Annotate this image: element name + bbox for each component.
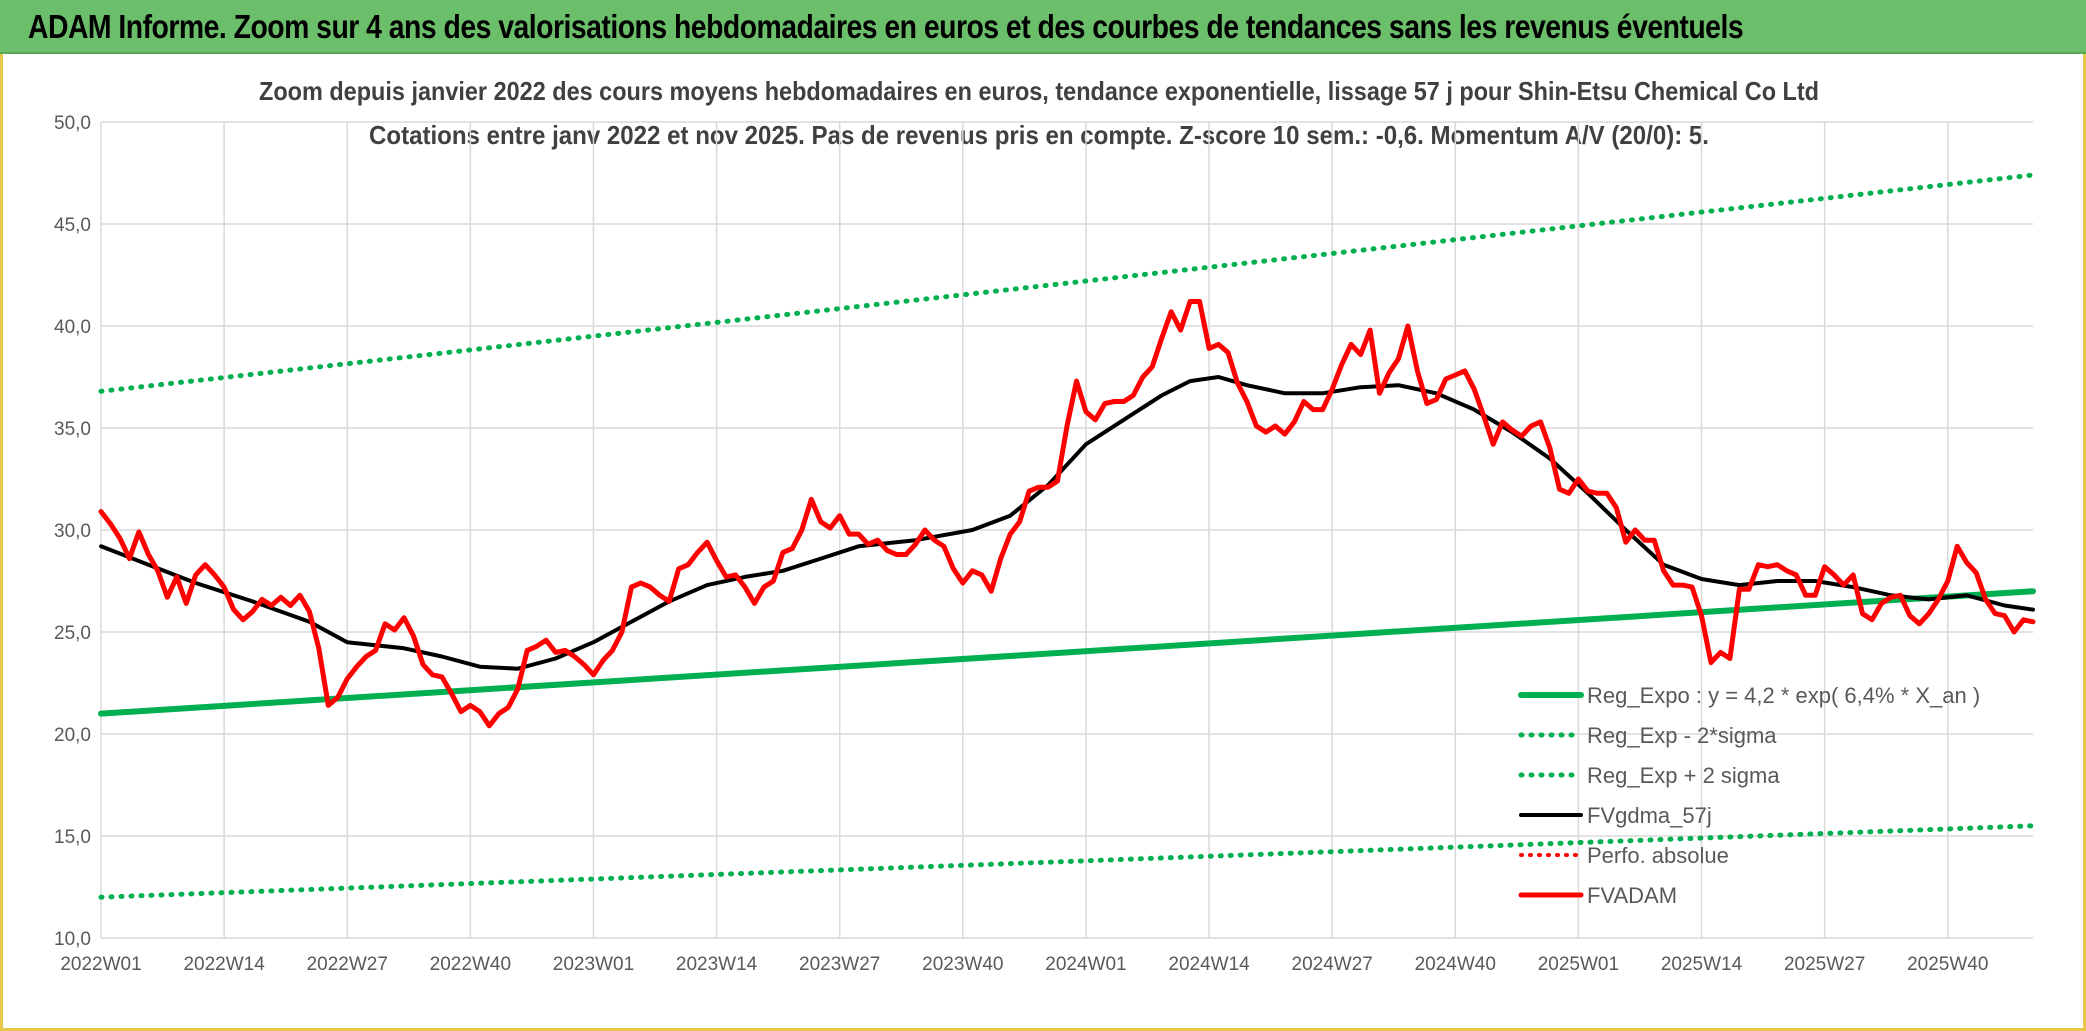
series-reg-expo: [98, 588, 2036, 717]
x-tick-label: 2022W27: [307, 954, 388, 975]
chart-svg: Zoom depuis janvier 2022 des cours moyen…: [54, 76, 2036, 975]
x-tick-label: 2025W40: [1907, 954, 1988, 975]
x-tick-label: 2023W01: [553, 954, 634, 975]
x-tick-label: 2023W14: [676, 954, 758, 975]
x-tick-label: 2025W14: [1661, 954, 1743, 975]
x-tick-label: 2022W01: [60, 954, 141, 975]
series-fvgdma-57j: [99, 375, 2035, 671]
legend-item-perfo-label: Perfo. absolue: [1587, 843, 1729, 868]
x-tick-label: 2023W27: [799, 954, 880, 975]
chart-title-line-1: Zoom depuis janvier 2022 des cours moyen…: [259, 76, 1819, 106]
series-reg-plus-2sigma: [98, 172, 2036, 394]
y-tick-label: 35,0: [54, 419, 91, 440]
grid-layer: [100, 121, 2033, 939]
x-tick-label: 2024W01: [1045, 954, 1126, 975]
y-tick-label: 30,0: [54, 521, 91, 542]
title-banner: ADAM Informe. Zoom sur 4 ans des valoris…: [0, 0, 2086, 54]
x-tick-label: 2024W40: [1415, 954, 1496, 975]
legend-item-reg-plus-2sigma-label: Reg_Exp + 2 sigma: [1587, 763, 1780, 788]
series-fvadam: [98, 299, 2036, 729]
banner-title: ADAM Informe. Zoom sur 4 ans des valoris…: [28, 8, 1744, 45]
series-reg-minus-2sigma: [98, 823, 2036, 900]
y-tick-label: 15,0: [54, 827, 91, 848]
legend-item-reg-expo-label: Reg_Expo : y = 4,2 * exp( 6,4% * X_an ): [1587, 683, 1980, 708]
y-tick-label: 50,0: [54, 113, 91, 134]
x-tick-label: 2023W40: [922, 954, 1003, 975]
legend-item-fvgdma-label: FVgdma_57j: [1587, 803, 1712, 828]
chart-title-line-2: Cotations entre janv 2022 et nov 2025. P…: [369, 120, 1709, 150]
legend-item-reg-minus-2sigma-label: Reg_Exp - 2*sigma: [1587, 723, 1777, 748]
y-tick-label: 25,0: [54, 623, 91, 644]
legend-item-fvadam-label: FVADAM: [1587, 883, 1677, 908]
y-tick-label: 20,0: [54, 725, 91, 746]
chart-frame: Zoom depuis janvier 2022 des cours moyen…: [0, 54, 2086, 1031]
x-tick-label: 2022W14: [183, 954, 265, 975]
x-tick-label: 2024W14: [1168, 954, 1250, 975]
y-tick-label: 10,0: [54, 929, 91, 950]
series-layer: [98, 172, 2036, 900]
x-tick-label: 2025W01: [1538, 954, 1619, 975]
legend: Reg_Expo : y = 4,2 * exp( 6,4% * X_an ) R…: [1518, 683, 1980, 908]
y-tick-label: 45,0: [54, 215, 91, 236]
x-tick-label: 2025W27: [1784, 954, 1865, 975]
x-tick-label: 2022W40: [430, 954, 511, 975]
y-tick-label: 40,0: [54, 317, 91, 338]
axis-layer: 10,0 15,0 20,0 25,0 30,0 35,0 40,0 45,0 50,0 2022…: [54, 113, 1988, 975]
x-tick-label: 2024W27: [1292, 954, 1373, 975]
